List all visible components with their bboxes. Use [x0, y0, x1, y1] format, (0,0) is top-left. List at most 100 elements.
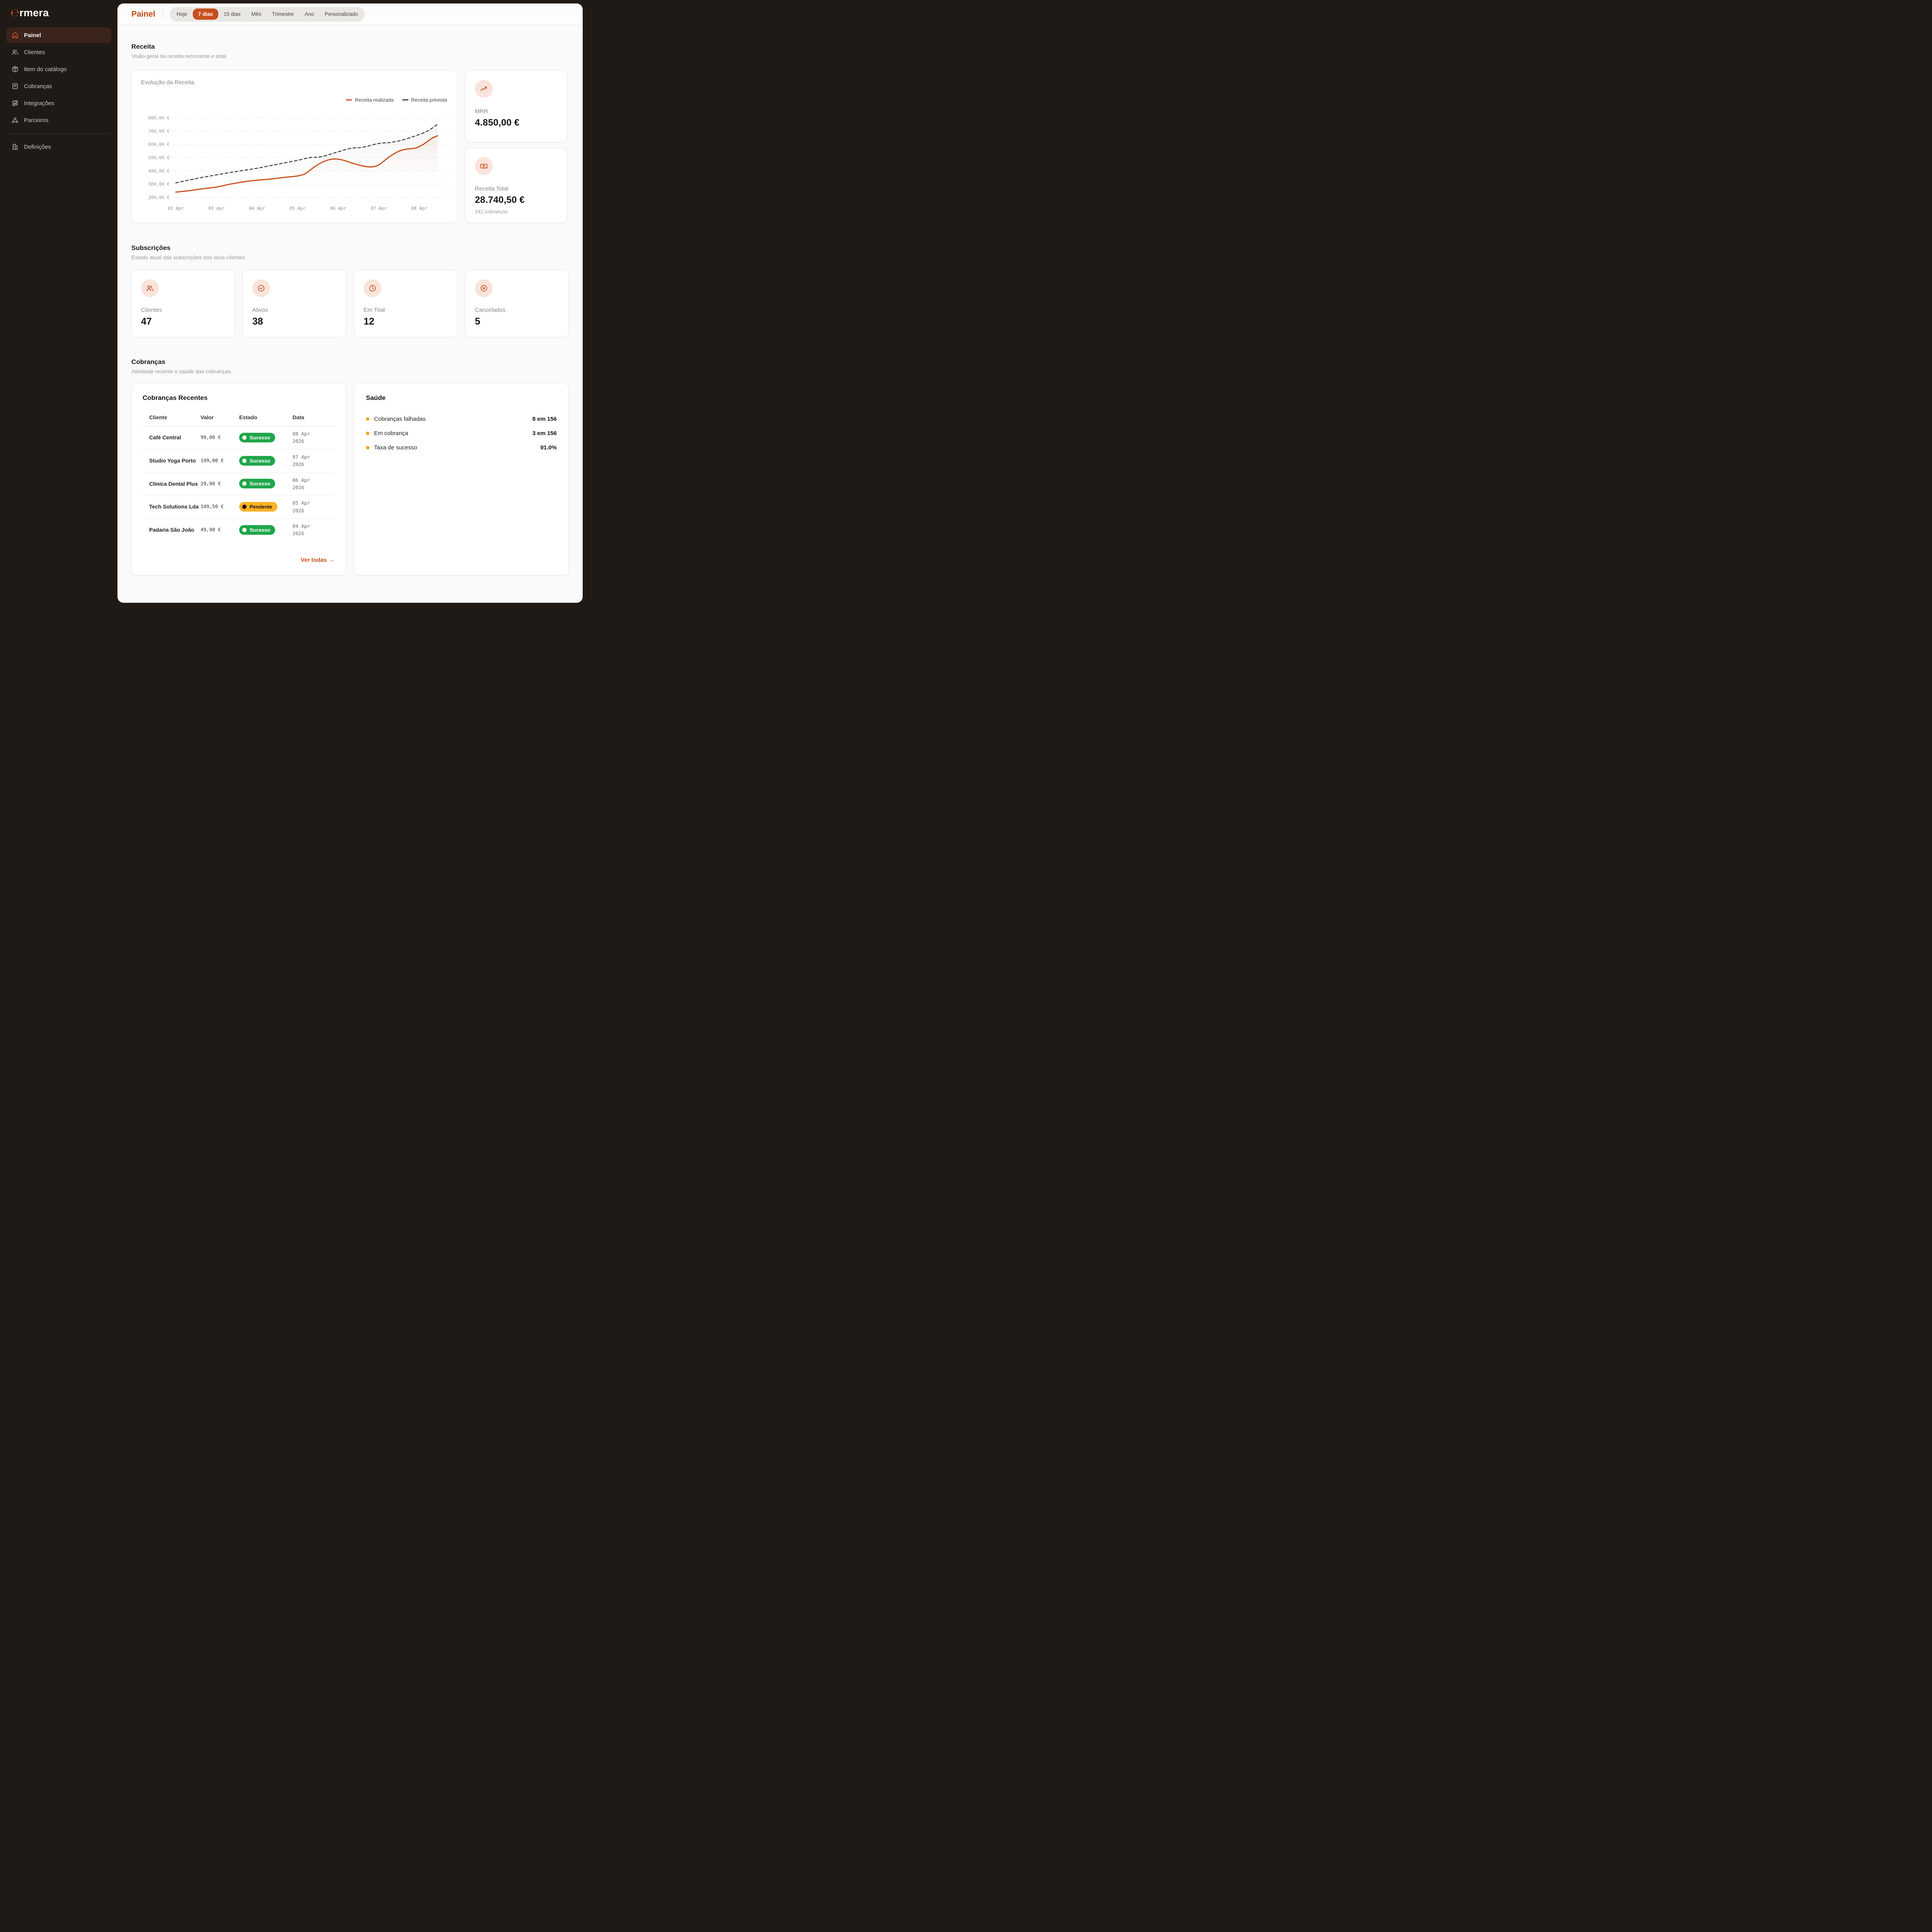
sidebar-item-item-do-catalogo[interactable]: Item do catálogo: [6, 61, 111, 78]
sidebar-item-label: Integrações: [24, 100, 54, 107]
tab-ano[interactable]: Ano: [299, 9, 319, 20]
section-subtitle-subscricoes: Estado atual das subscrições dos seus cl…: [131, 254, 247, 260]
tab-7-dias[interactable]: 7 dias: [192, 9, 218, 20]
svg-text:700,00 €: 700,00 €: [148, 128, 170, 134]
recent-charges-card: Cobranças Recentes Cliente Valor Estado …: [131, 383, 346, 575]
table-row[interactable]: Clínica Dental Plus 29,90 € Sucesso 06 A…: [143, 472, 335, 496]
svg-text:500,00 €: 500,00 €: [148, 155, 170, 160]
sidebar-item-label: Definições: [24, 143, 51, 150]
date-line2: 2026: [293, 461, 304, 468]
content: Receita Visão geral da receita recorrent…: [117, 25, 583, 603]
revenue-line-chart: 800,00 € 700,00 € 600,00 € 500,00 € 400,00 €…: [148, 115, 450, 211]
chart-title: Evolução da Receita: [141, 79, 194, 86]
date-range-tabs: Hoje 7 dias 15 dias Mês Trimestre Ano Pe…: [169, 7, 365, 22]
sidebar: ℮rmera Painel Clientes Item do catálogo …: [0, 0, 117, 606]
health-value: 3 em 156: [532, 430, 557, 437]
banknote-icon: [475, 157, 493, 175]
cell-data: 04 Apr 2026: [293, 519, 335, 541]
sidebar-item-label: Parceiros: [24, 117, 49, 124]
sidebar-item-clientes[interactable]: Clientes: [6, 44, 111, 61]
status-dot-icon: [366, 417, 369, 421]
stat-value: 47: [141, 316, 152, 327]
section-title-cobrancas: Cobranças: [131, 358, 165, 366]
cell-cliente: Tech Solutions Lda: [143, 495, 201, 519]
stat-card-ativos: Ativos 38: [243, 270, 346, 337]
cell-valor: 199,00 €: [201, 449, 239, 473]
sidebar-item-painel[interactable]: Painel: [6, 27, 111, 43]
stat-card-cancelados: Cancelados 5: [465, 270, 569, 337]
health-label: Taxa de sucesso: [374, 444, 417, 451]
stat-value: 5: [475, 316, 480, 327]
package-icon: [11, 65, 19, 73]
sidebar-item-integracoes[interactable]: Integrações: [6, 95, 111, 112]
health-row-falhadas: Cobranças falhadas 8 em 156: [366, 412, 557, 426]
ver-todas-link[interactable]: Ver todas →: [301, 557, 334, 563]
col-valor: Valor: [201, 411, 239, 426]
sidebar-divider: [7, 133, 111, 134]
legend-receita-prevista: Receita prevista: [402, 97, 447, 103]
tab-15-dias[interactable]: 15 dias: [218, 9, 246, 20]
cell-valor: 149,50 €: [201, 495, 239, 519]
table-row[interactable]: Café Central 99,00 € Sucesso 08 Apr 2026: [143, 426, 335, 449]
legend-label: Receita realizada: [355, 97, 394, 103]
chevron-right-icon: [101, 83, 107, 89]
status-badge: Pendente: [239, 502, 277, 512]
date-line2: 2026: [293, 507, 304, 514]
stat-value: 12: [364, 316, 374, 327]
date-line1: 06 Apr: [293, 477, 310, 483]
stat-value: 38: [252, 316, 263, 327]
stat-label: Clientes: [141, 307, 162, 313]
sidebar-item-label: Painel: [24, 32, 41, 39]
cell-cliente: Café Central: [143, 426, 201, 449]
receita-total-value: 28.740,50 €: [475, 195, 525, 205]
date-line2: 2026: [293, 438, 304, 444]
date-line2: 2026: [293, 484, 304, 490]
sidebar-item-parceiros[interactable]: Parceiros: [6, 112, 111, 129]
check-circle-icon: [252, 279, 270, 297]
svg-text:200,00 €: 200,00 €: [148, 195, 170, 200]
cell-valor: 49,90 €: [201, 527, 221, 532]
cell-data: 06 Apr 2026: [293, 472, 335, 496]
page-title: Painel: [131, 9, 155, 19]
mrr-card: MRR 4.850,00 €: [465, 70, 567, 142]
date-line1: 05 Apr: [293, 500, 310, 506]
receita-total-label: Receita Total: [475, 185, 509, 192]
recent-charges-table: Cliente Valor Estado Data Café Central 9…: [143, 411, 335, 541]
section-title-receita: Receita: [131, 43, 155, 50]
date-line2: 2026: [293, 531, 304, 537]
legend-receita-realizada: Receita realizada: [346, 97, 394, 103]
chart-legend: Receita realizada Receita prevista: [346, 97, 447, 103]
tab-personalizado[interactable]: Personalizado: [320, 9, 364, 20]
svg-text:07 Apr: 07 Apr: [371, 206, 387, 211]
col-data: Data: [293, 411, 335, 426]
table-row[interactable]: Padaria São João 49,90 € Sucesso 04 Apr 2…: [143, 519, 335, 541]
cell-data: 07 Apr 2026: [293, 449, 335, 473]
revenue-chart-card: Evolução da Receita Receita realizada Re…: [131, 70, 457, 223]
svg-text:06 Apr: 06 Apr: [330, 206, 346, 211]
tab-mes[interactable]: Mês: [246, 9, 267, 20]
status-dot-icon: [366, 432, 369, 435]
x-circle-icon: [475, 279, 493, 297]
table-row[interactable]: Tech Solutions Lda 149,50 € Pendente 05 …: [143, 495, 335, 519]
legend-swatch-prevista: [402, 99, 408, 100]
svg-text:300,00 €: 300,00 €: [148, 182, 170, 187]
health-label: Cobranças falhadas: [374, 416, 426, 422]
cell-data: 08 Apr 2026: [293, 426, 335, 449]
cell-cliente: Clínica Dental Plus: [143, 472, 201, 496]
status-dot-icon: [366, 446, 369, 449]
stat-label: Em Trial: [364, 307, 385, 313]
svg-text:04 Apr: 04 Apr: [249, 206, 265, 211]
status-badge: Sucesso: [239, 479, 276, 489]
sidebar-item-cobrancas[interactable]: Cobranças: [6, 78, 111, 95]
building-icon: [11, 143, 19, 151]
tab-trimestre[interactable]: Trimestre: [267, 9, 299, 20]
tab-hoje[interactable]: Hoje: [171, 9, 193, 20]
col-estado: Estado: [239, 411, 293, 426]
sidebar-item-definicoes[interactable]: Definições: [6, 138, 111, 155]
legend-label: Receita prevista: [411, 97, 447, 103]
cell-cliente: Padaria São João: [149, 527, 194, 533]
health-value: 91.0%: [540, 444, 557, 451]
svg-text:400,00 €: 400,00 €: [148, 168, 170, 173]
mrr-label: MRR: [475, 108, 488, 115]
table-row[interactable]: Studio Yoga Porto 199,00 € Sucesso 07 Ap…: [143, 449, 335, 473]
